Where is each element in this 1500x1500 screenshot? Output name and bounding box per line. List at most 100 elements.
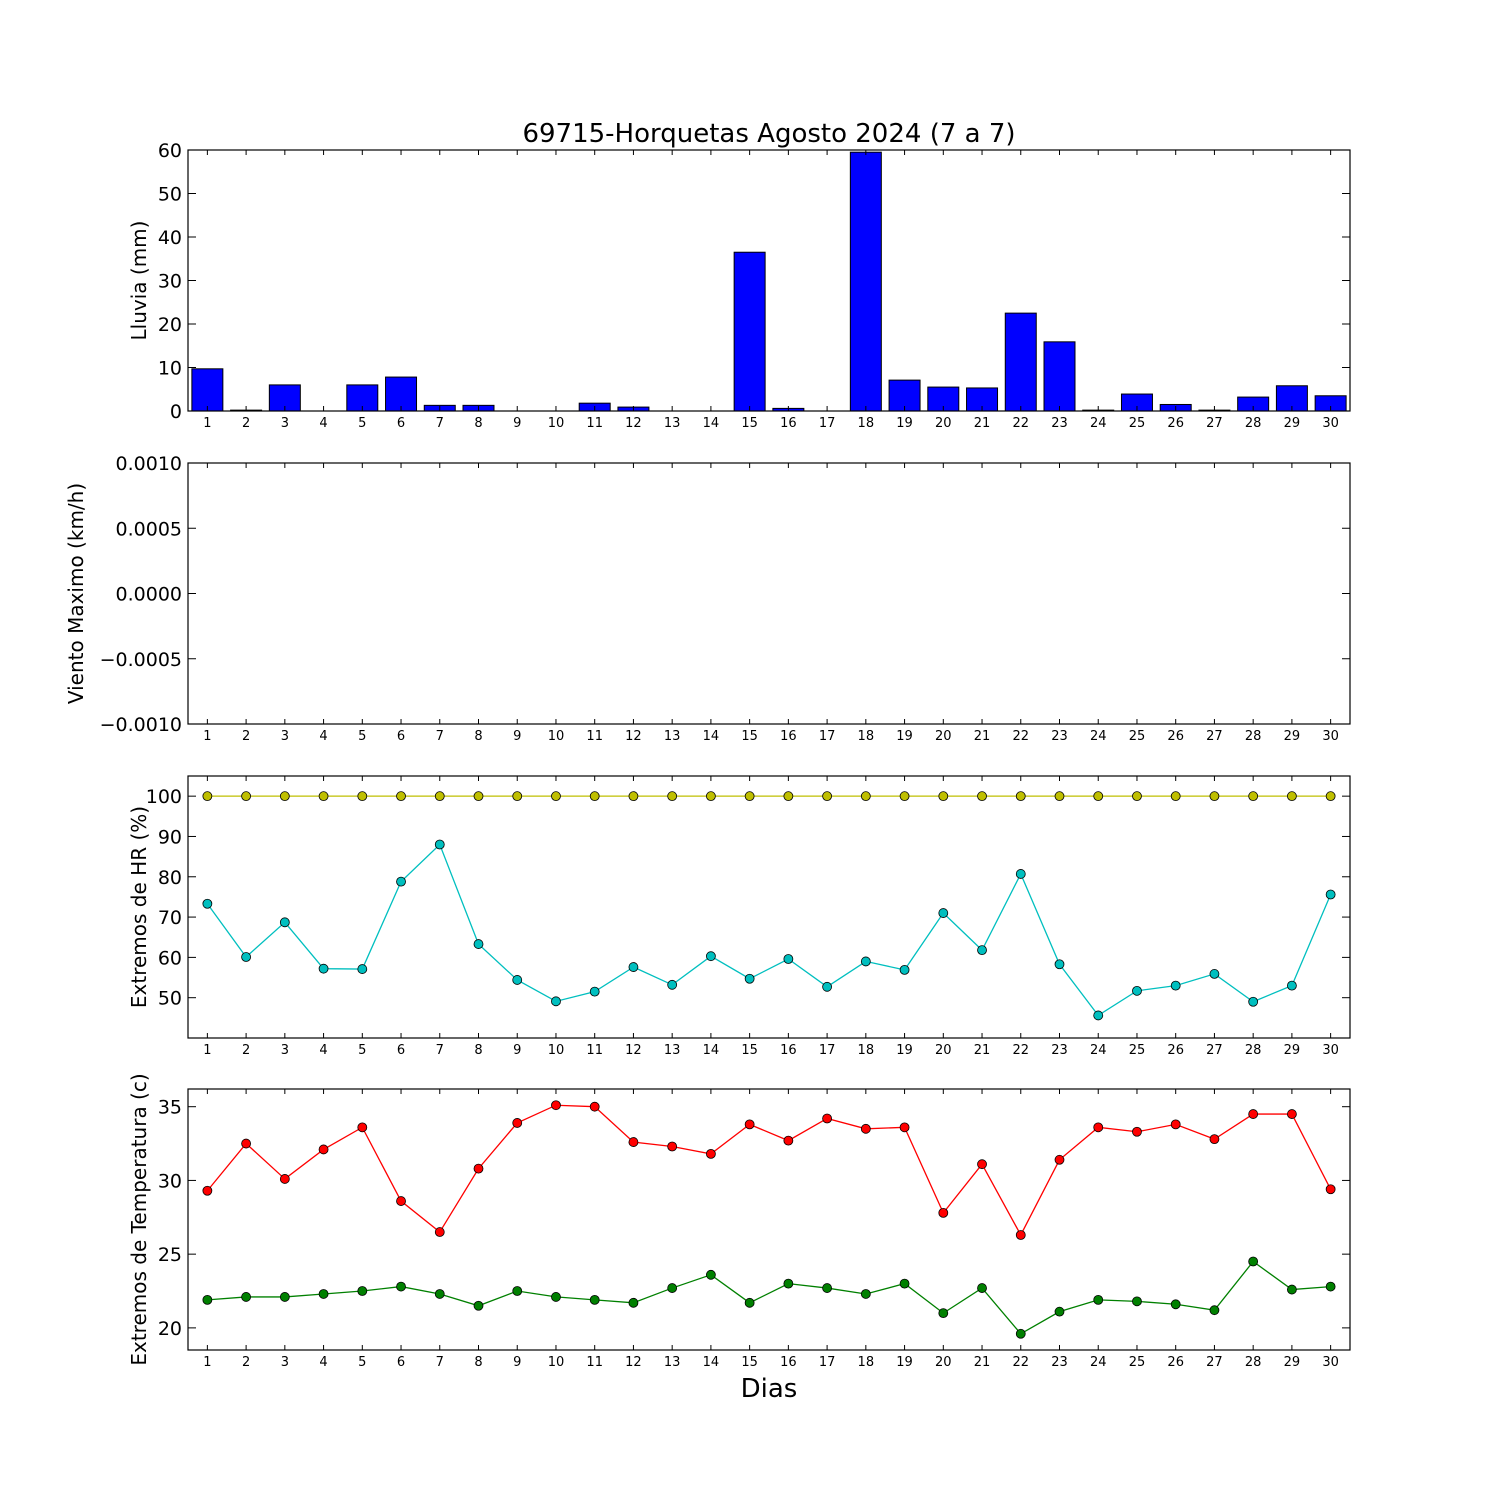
rain-xtick-label: 27 [1206, 416, 1223, 431]
humidity-ytick-label: 80 [158, 867, 182, 889]
temperature-point [1093, 1122, 1104, 1133]
temperature-y-axis-label: Extremos de Temperatura (c) [127, 1073, 151, 1365]
temperature-point [628, 1297, 639, 1308]
humidity-xtick-label: 23 [1051, 1043, 1068, 1058]
humidity-xtick-label: 21 [974, 1043, 991, 1058]
humidity-point [473, 939, 484, 949]
temperature-point [357, 1122, 368, 1133]
temperature-point [202, 1294, 213, 1305]
temperature-point [434, 1227, 445, 1237]
humidity-point [434, 791, 445, 802]
temperature-point [977, 1283, 987, 1293]
humidity-xtick-label: 17 [819, 1043, 836, 1058]
temperature-point [1015, 1230, 1026, 1240]
rain-xtick-label: 10 [548, 416, 565, 431]
wind-xtick-label: 20 [935, 729, 952, 744]
temperature-xtick-label: 25 [1129, 1355, 1146, 1370]
rain-xtick-label: 12 [625, 416, 642, 431]
wind-xtick-label: 9 [513, 729, 521, 744]
humidity-xtick-label: 15 [741, 1043, 758, 1058]
temperature-point [589, 1294, 600, 1305]
humidity-xtick-label: 9 [513, 1043, 521, 1058]
humidity-point [1209, 791, 1220, 802]
humidity-point [512, 975, 523, 985]
humidity-xtick-label: 19 [896, 1043, 913, 1058]
humidity-point [977, 791, 987, 802]
temperature-ytick-label: 20 [158, 1318, 182, 1340]
humidity-point [512, 791, 523, 802]
wind-xtick-label: 14 [703, 729, 720, 744]
humidity-ytick-label: 50 [158, 988, 182, 1010]
rain-xtick-label: 20 [935, 416, 952, 431]
temperature-point [279, 1174, 290, 1184]
wind-y-axis-label: Viento Maximo (km/h) [64, 483, 88, 704]
humidity-point [589, 791, 600, 802]
humidity-xtick-label: 1 [203, 1043, 211, 1058]
humidity-point [822, 791, 832, 802]
rain-xtick-label: 2 [242, 416, 250, 431]
humidity-xtick-label: 10 [548, 1043, 565, 1058]
rain-ytick-label: 0 [170, 401, 182, 423]
temperature-point [1132, 1296, 1142, 1307]
rain-bar [1004, 312, 1037, 412]
humidity-point [279, 791, 290, 802]
humidity-point [1325, 791, 1336, 802]
temperature-xtick-label: 15 [741, 1355, 758, 1370]
humidity-ytick-label: 60 [158, 947, 182, 969]
temperature-xtick-label: 4 [319, 1355, 327, 1370]
humidity-point [589, 986, 600, 997]
rain-xtick-label: 7 [436, 416, 444, 431]
temperature-point [1325, 1281, 1336, 1292]
rain-xtick-label: 13 [664, 416, 681, 431]
humidity-point [1054, 959, 1065, 970]
rain-bar [849, 151, 882, 412]
temperature-ytick-label: 30 [158, 1170, 182, 1192]
temperature-point [1209, 1305, 1220, 1316]
rain-xtick-label: 1 [203, 416, 211, 431]
humidity-point [357, 791, 368, 802]
temperature-point [744, 1119, 755, 1130]
temperature-point [783, 1278, 794, 1289]
humidity-y-axis-label: Extremos de HR (%) [127, 806, 151, 1008]
temperature-xtick-label: 28 [1245, 1355, 1262, 1370]
rain-y-axis-label: Lluvia (mm) [127, 221, 151, 341]
temperature-xtick-label: 29 [1284, 1355, 1301, 1370]
wind-ytick-label: 0.0010 [116, 453, 182, 475]
temperature-point [434, 1289, 445, 1299]
temperature-point [512, 1286, 523, 1296]
temperature-xtick-label: 5 [358, 1355, 366, 1370]
wind-xtick-label: 3 [281, 729, 289, 744]
temperature-xtick-label: 17 [819, 1355, 836, 1370]
temperature-xtick-label: 27 [1206, 1355, 1223, 1370]
temperature-series-line [206, 1104, 1332, 1237]
wind-xtick-label: 15 [741, 729, 758, 744]
temperature-point [1093, 1294, 1104, 1305]
humidity-xtick-label: 3 [281, 1043, 289, 1058]
temperature-point [396, 1281, 406, 1292]
temperature-point [241, 1138, 252, 1149]
humidity-xtick-label: 22 [1012, 1043, 1029, 1058]
humidity-xtick-label: 4 [319, 1043, 327, 1058]
rain-bar [191, 368, 224, 412]
temperature-xtick-label: 18 [858, 1355, 875, 1370]
temperature-point [1054, 1306, 1065, 1317]
wind-xtick-label: 8 [474, 729, 482, 744]
wind-xtick-label: 30 [1322, 729, 1339, 744]
wind-ytick-label: 0.0000 [116, 584, 182, 606]
rain-xtick-label: 23 [1051, 416, 1068, 431]
rain-xtick-label: 21 [974, 416, 991, 431]
temperature-point [241, 1292, 252, 1302]
temperature-point [783, 1135, 794, 1146]
wind-ytick-label: −0.0005 [100, 649, 182, 671]
rain-xtick-label: 24 [1090, 416, 1107, 431]
humidity-point [744, 973, 755, 984]
humidity-xtick-label: 26 [1167, 1043, 1184, 1058]
humidity-point [628, 791, 639, 802]
humidity-point [1170, 980, 1181, 991]
temperature-point [589, 1101, 600, 1112]
temperature-point [1054, 1154, 1065, 1165]
humidity-xtick-label: 18 [858, 1043, 875, 1058]
